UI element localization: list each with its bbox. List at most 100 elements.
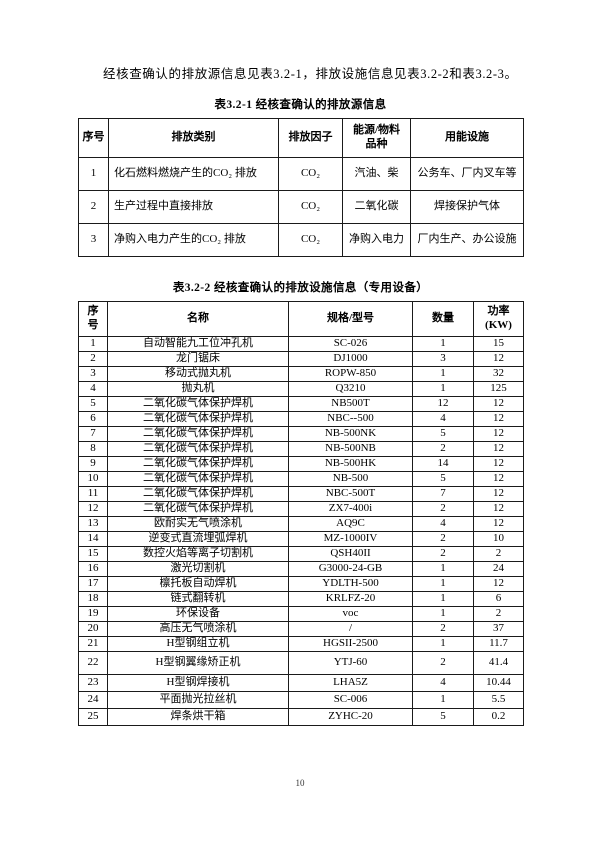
table-row: 6 二氧化碳气体保护焊机 NBC--500 4 12 (78, 410, 524, 427)
table-cell: CO₂ (278, 222, 343, 257)
table-cell: NB-500NK (288, 425, 413, 442)
table-row: 16 激光切割机 G3000-24-GB 1 24 (78, 560, 524, 577)
table-cell: 焊条烘干箱 (107, 707, 289, 726)
table-header-row: 序 号名称 规格/型号 数量 功率 (KW) (78, 300, 524, 337)
table-cell: 2 (78, 350, 108, 367)
table-cell: YTJ-60 (288, 650, 413, 675)
table-cell: 二氧化碳气体保护焊机 (107, 395, 289, 412)
table-cell: 净购入电力产生的CO₂ 排放 (108, 222, 279, 257)
table-row: 7 二氧化碳气体保护焊机 NB-500NK 5 12 (78, 425, 524, 442)
table-row: 1 化石燃料燃烧产生的CO₂ 排放 CO₂ 汽油、柴 公务车、厂内叉车等 (78, 156, 524, 191)
header-cell: 排放类别 (108, 117, 279, 158)
table1-title: 表3.2-1 经核查确认的排放源信息 (214, 98, 387, 111)
table-cell: NBC-500T (288, 485, 413, 502)
table-row: 8 二氧化碳气体保护焊机 NB-500NB 2 12 (78, 440, 524, 457)
table-row: 2 生产过程中直接排放 CO₂ 二氧化碳 焊接保护气体 (78, 189, 524, 224)
intro-paragraph: 经核查确认的排放源信息见表3.2-1，排放设施信息见表3.2-2和表3.2-3。 (103, 67, 518, 81)
table-cell: 2 (78, 189, 109, 224)
table-row: 15 数控火焰等离子切割机 QSH40II 2 2 (78, 545, 524, 562)
table-cell: 11.7 (473, 635, 524, 652)
table-cell: H型钢组立机 (107, 635, 289, 652)
table-cell: 8 (78, 440, 108, 457)
table-cell: 化石燃料燃烧产生的CO₂ 排放 (108, 156, 279, 191)
table2-body: 1 自动智能九工位冲孔机 SC-026 1 15 2 龙门锯床 DJ1000 3 12 3 移动式抛丸… (78, 335, 524, 726)
table-cell: KRLFZ-20 (288, 590, 413, 607)
table-cell: 汽油、柴 (342, 156, 411, 191)
table-cell: 1 (412, 365, 474, 382)
table-row: 20 高压无气喷涂机/2 37 (78, 620, 524, 637)
table-cell: 12 (473, 485, 524, 502)
table-cell: 23 (78, 673, 108, 692)
table-cell: 二氧化碳气体保护焊机 (107, 455, 289, 472)
table-cell: 1 (412, 605, 474, 622)
table-row: 9 二氧化碳气体保护焊机 NB-500HK 14 12 (78, 455, 524, 472)
table-cell: 欧耐实无气喷涂机 (107, 515, 289, 532)
table-cell: 二氧化碳气体保护焊机 (107, 440, 289, 457)
table-cell: 1 (412, 690, 474, 709)
table-cell: 7 (78, 425, 108, 442)
header-cell: 序 号 (78, 300, 108, 337)
table-row: 11 二氧化碳气体保护焊机 NBC-500T 7 12 (78, 485, 524, 502)
table-cell: 12 (473, 455, 524, 472)
table-cell: 14 (78, 530, 108, 547)
table-row: 25 焊条烘干箱 ZYHC-20 5 0.2 (78, 707, 524, 726)
table-cell: ZYHC-20 (288, 707, 413, 726)
table-cell: 2 (412, 620, 474, 637)
table-cell: H型钢焊接机 (107, 673, 289, 692)
table-cell: 4 (412, 673, 474, 692)
table-cell: 1 (412, 635, 474, 652)
table-cell: 11 (78, 485, 108, 502)
table-cell: 1 (412, 335, 474, 352)
table-cell: H型钢翼缘矫正机 (107, 650, 289, 675)
table-cell: 檩托板自动焊机 (107, 575, 289, 592)
header-cell: 名称 (107, 300, 289, 337)
header-cell: 功率 (KW) (473, 300, 524, 337)
table-cell: 数控火焰等离子切割机 (107, 545, 289, 562)
table-cell: 24 (473, 560, 524, 577)
table-cell: 二氧化碳气体保护焊机 (107, 485, 289, 502)
table-row: 2 龙门锯床 DJ1000 3 12 (78, 350, 524, 367)
table-cell: 二氧化碳气体保护焊机 (107, 425, 289, 442)
header-cell: 用能设施 (410, 117, 524, 158)
table-cell: 激光切割机 (107, 560, 289, 577)
table-cell: 生产过程中直接排放 (108, 189, 279, 224)
table-cell: 5 (412, 707, 474, 726)
table-cell: 移动式抛丸机 (107, 365, 289, 382)
table-cell: 抛丸机 (107, 380, 289, 397)
table-cell: 10 (473, 530, 524, 547)
table-cell: voc (288, 605, 413, 622)
table-cell: 13 (78, 515, 108, 532)
table-cell: 净购入电力 (342, 222, 411, 257)
table-cell: 6 (78, 410, 108, 427)
table-cell: 5.5 (473, 690, 524, 709)
table-cell: NB-500NB (288, 440, 413, 457)
table2-title: 表3.2-2 经核查确认的排放设施信息（专用设备） (172, 281, 429, 294)
table-cell: 18 (78, 590, 108, 607)
table-row: 21 H型钢组立机 HGSII-2500 1 11.7 (78, 635, 524, 652)
table-cell: 5 (78, 395, 108, 412)
table-cell: 2 (412, 440, 474, 457)
table1-body: 1 化石燃料燃烧产生的CO₂ 排放 CO₂ 汽油、柴 公务车、厂内叉车等 2 生产过程中直接… (78, 156, 524, 257)
header-cell: 能源/物料 品种 (342, 117, 411, 158)
table-cell: 12 (473, 425, 524, 442)
table-header-row: 序号 排放类别 排放因子 能源/物料 品种 用能设施 (78, 117, 524, 158)
table-cell: MZ-1000IV (288, 530, 413, 547)
table-cell: DJ1000 (288, 350, 413, 367)
table-row: 5 二氧化碳气体保护焊机 NB500T 12 12 (78, 395, 524, 412)
table-row: 10 二氧化碳气体保护焊机 NB-500 5 12 (78, 470, 524, 487)
table-cell: 4 (412, 410, 474, 427)
emission-source-table: 序号 排放类别 排放因子 能源/物料 品种 用能设施 1 化石燃料燃烧产生的CO₂ 排放 C… (78, 117, 524, 257)
emission-facility-table: 序 号名称 规格/型号 数量 功率 (KW) 1 自动智能九工位冲孔机 SC-026 1 15… (78, 300, 524, 726)
table-cell: 3 (78, 222, 109, 257)
table-cell: 二氧化碳气体保护焊机 (107, 470, 289, 487)
table-cell: 15 (473, 335, 524, 352)
table-cell: 12 (473, 470, 524, 487)
table-cell: 1 (412, 560, 474, 577)
table-cell: Q3210 (288, 380, 413, 397)
table-cell: 高压无气喷涂机 (107, 620, 289, 637)
table-cell: 12 (473, 440, 524, 457)
table-cell: NBC--500 (288, 410, 413, 427)
table-cell: 5 (412, 425, 474, 442)
table-cell: / (288, 620, 413, 637)
table-cell: 12 (473, 350, 524, 367)
